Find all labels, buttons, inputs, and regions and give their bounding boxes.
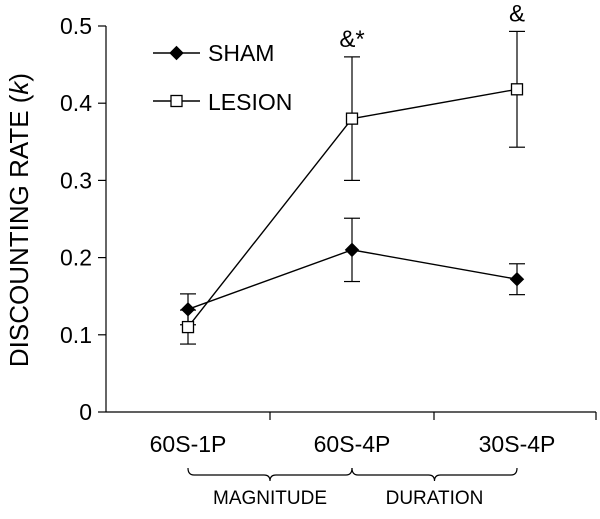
y-ticks: 0 0.1 0.2 0.3 0.4 0.5 bbox=[60, 13, 106, 425]
y-tick-label: 0.5 bbox=[60, 13, 92, 39]
legend-sham-marker bbox=[169, 45, 184, 61]
data-point bbox=[344, 242, 360, 258]
x-tick-label: 30S-4P bbox=[479, 431, 556, 457]
data-point bbox=[181, 320, 195, 334]
group-label: MAGNITUDE bbox=[213, 488, 327, 509]
y-tick-label: 0.3 bbox=[60, 167, 92, 193]
y-tick-label: 0.1 bbox=[60, 322, 92, 348]
significance-marker: & bbox=[509, 0, 525, 27]
y-axis-title: DISCOUNTING RATE (k) bbox=[4, 73, 34, 367]
series-lesion bbox=[180, 30, 525, 345]
x-tick-label: 60S-4P bbox=[314, 431, 391, 457]
x-ticks: 60S-1P 60S-4P 30S-4P bbox=[150, 412, 597, 457]
group-brace bbox=[187, 467, 353, 482]
data-point bbox=[345, 112, 359, 125]
data-point bbox=[510, 83, 524, 96]
legend: SHAM LESION bbox=[153, 40, 292, 115]
series-sham bbox=[180, 217, 525, 326]
y-tick-label: 0.4 bbox=[60, 90, 92, 116]
significance-annotations: &* & bbox=[339, 0, 525, 52]
series-layer bbox=[180, 30, 525, 345]
data-point bbox=[509, 272, 525, 287]
significance-marker: &* bbox=[339, 26, 364, 53]
legend-lesion-marker bbox=[170, 94, 183, 108]
condition-groups: MAGNITUDE DURATION bbox=[187, 467, 518, 509]
y-tick-label: 0.2 bbox=[60, 245, 92, 271]
legend-sham-label: SHAM bbox=[208, 40, 274, 66]
y-tick-label: 0 bbox=[79, 399, 92, 425]
legend-lesion-label: LESION bbox=[208, 89, 292, 115]
group-brace bbox=[351, 467, 518, 482]
group-label: DURATION bbox=[386, 488, 484, 509]
x-tick-label: 60S-1P bbox=[150, 431, 227, 457]
